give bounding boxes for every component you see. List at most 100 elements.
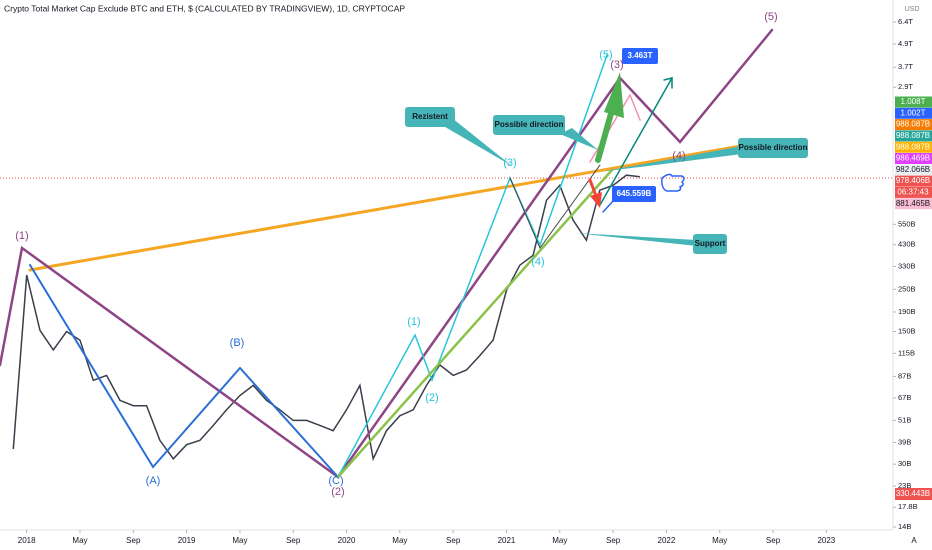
support-line [336, 168, 614, 479]
price-tag-box [895, 130, 932, 142]
abc-path [29, 264, 339, 478]
price-tag-box [895, 175, 932, 187]
green-arrow-head [604, 72, 624, 118]
wave-label: (2) [425, 392, 438, 404]
x-tick-label: Sep [126, 536, 141, 545]
x-tick-label: May [392, 536, 407, 545]
y-tick-label: 4.9T [898, 39, 913, 48]
price-tag: 881.465B [896, 199, 930, 208]
y-tick-label: 190B [898, 307, 916, 316]
y-tick-label: 550B [898, 219, 916, 228]
y-tick-label: 17.8B [898, 502, 918, 511]
x-tick-label: 2019 [178, 536, 196, 545]
drawings [0, 28, 808, 479]
price-label-box [622, 48, 658, 64]
price-tag-box [895, 186, 932, 198]
y-tick-label: 14B [898, 522, 911, 531]
callout-box [493, 115, 565, 135]
teal-arrow [599, 77, 673, 206]
wave-label: (1) [407, 316, 420, 328]
green-arrow [595, 107, 615, 163]
red-arrow [588, 178, 598, 198]
y-tick-label: 87B [898, 371, 911, 380]
y-tick-label: 67B [898, 393, 911, 402]
price-tag-box [895, 107, 932, 119]
price-tag-box [895, 141, 932, 153]
y-tick-label: 150B [898, 326, 916, 335]
x-tick-label: 2023 [817, 536, 835, 545]
x-tick-label: May [72, 536, 87, 545]
y-tick-label: 51B [898, 415, 911, 424]
wave-label: (5) [764, 11, 777, 23]
price-tag: 988.087B [896, 120, 930, 129]
volume-tag: 330.443B [896, 489, 930, 498]
y-tick-label: 23B [898, 481, 911, 490]
y-tick-label: 3.7T [898, 62, 913, 71]
x-tick-label: Sep [606, 536, 621, 545]
callout-pointer [440, 118, 512, 166]
callout-box [738, 138, 808, 158]
wave-label: (B) [230, 337, 245, 349]
price-tag-box [895, 96, 932, 108]
y-tick-label: 39B [898, 438, 911, 447]
callout-pointer [600, 146, 742, 172]
x-tick-label: Sep [286, 536, 301, 545]
x-tick-label: 2020 [338, 536, 356, 545]
y-tick-label: 2.9T [898, 82, 913, 91]
x-tick-label: May [232, 536, 247, 545]
wave-label: (4) [672, 150, 685, 162]
callout-box [405, 107, 455, 127]
y-tick-label: 30B [898, 459, 911, 468]
price-tag: 06:37:43 [897, 188, 929, 197]
price-tag: 988.087B [896, 142, 930, 151]
callout-box [693, 234, 727, 254]
x-tick-label: 2018 [18, 536, 36, 545]
wave-label: (1) [15, 230, 28, 242]
y-tick-label: 115B [898, 348, 915, 357]
y-tick-label: 6.4T [898, 17, 913, 26]
x-tick-label: Sep [766, 536, 781, 545]
price-tag: 986.469B [896, 154, 930, 163]
price-tag-box [895, 153, 932, 164]
x-tick-label: May [712, 536, 727, 545]
trend-line [28, 141, 760, 272]
price-tag: 1.008T [901, 97, 926, 106]
x-tick-label: 2021 [498, 536, 516, 545]
price-tag: 978.406B [896, 176, 930, 185]
callout-pointer [560, 128, 598, 150]
price-tag-box [895, 164, 932, 176]
callout-text: Possible direction [739, 143, 808, 152]
price-tag-box [895, 198, 932, 210]
wave-label: (4) [531, 256, 544, 268]
teal-arrow-head [663, 77, 673, 89]
callout-text: Rezistent [412, 112, 448, 121]
wave-label: (2) [331, 486, 344, 498]
wave-label: (3) [610, 59, 623, 71]
price-label: 3.463T [628, 51, 653, 60]
channel [509, 164, 601, 250]
callout-text: Possible direction [495, 120, 564, 129]
y-tick-label: 250B [898, 284, 916, 293]
wave-label: (C) [328, 475, 343, 487]
wave-path [0, 28, 774, 479]
price-tag: 988.087B [896, 131, 930, 140]
chart-title: Crypto Total Market Cap Exclude BTC and … [4, 3, 405, 13]
wave-label: (A) [146, 475, 161, 487]
x-tick-label: May [552, 536, 567, 545]
price-label: 645.559B [617, 189, 652, 198]
x-tick-label: Sep [446, 536, 461, 545]
scale-mode: A [911, 536, 917, 545]
wave-label: (5) [599, 49, 612, 61]
wave-label: (3) [503, 157, 516, 169]
y-tick-label: 430B [898, 240, 916, 249]
sub-wave-path [337, 54, 608, 478]
callout-pointer [575, 233, 697, 246]
price-line [12, 174, 640, 462]
price-tag: 1.002T [901, 108, 926, 117]
currency: USD [905, 6, 920, 13]
volume-tag-box [895, 488, 932, 500]
price-tag: 982.066B [896, 165, 930, 174]
callout-text: Support [695, 239, 726, 248]
